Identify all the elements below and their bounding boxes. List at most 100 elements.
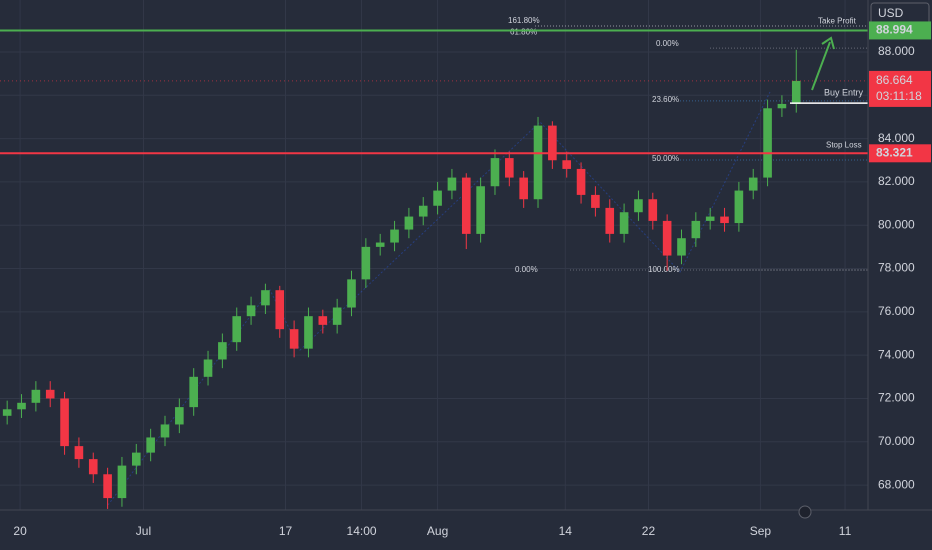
- candle-body: [734, 190, 744, 224]
- candle-body: [519, 177, 528, 200]
- level-label: Take Profit: [818, 17, 857, 26]
- candle-body: [160, 424, 170, 438]
- candle-body: [375, 242, 385, 247]
- candle-body: [246, 305, 256, 317]
- candle-body: [648, 199, 658, 221]
- candle-body: [304, 316, 313, 349]
- candle-body: [31, 389, 41, 403]
- axis-labels: 68.000 70.000 72.000 74.000 76.000 78.000 80.0…: [13, 21, 931, 538]
- level-label: Buy Entry: [824, 87, 864, 97]
- last-price: 86.664: [876, 73, 913, 87]
- candle-body: [2, 409, 12, 416]
- candle-body: [390, 229, 399, 243]
- candle-body: [605, 207, 615, 234]
- candle-body: [45, 389, 55, 399]
- plot: 161.80% 61.80% 0.00% 23.60% 50.00% 0.00% 100.0…: [0, 16, 868, 509]
- level-label: Stop Loss: [826, 140, 862, 149]
- candle-body: [175, 407, 184, 425]
- candle-body: [146, 437, 155, 453]
- candle-body: [74, 446, 84, 460]
- candle-body: [103, 474, 112, 499]
- candle-body: [261, 290, 270, 306]
- candle-body: [662, 220, 672, 256]
- y-tick-label: 74.000: [878, 347, 915, 361]
- candle-body: [117, 465, 127, 499]
- level-price: 83.321: [876, 145, 913, 159]
- x-tick-label: 20: [13, 524, 27, 538]
- candle-body: [677, 238, 686, 256]
- candle-body: [720, 216, 729, 224]
- x-tick-label: 14:00: [347, 524, 377, 538]
- y-tick-label: 68.000: [878, 477, 915, 491]
- candle-body: [505, 158, 514, 178]
- fib-label: 61.80%: [510, 28, 537, 37]
- candle-body: [60, 398, 69, 447]
- candle-body: [17, 402, 26, 410]
- x-tick-label: Sep: [750, 524, 772, 538]
- fib-label: 161.80%: [508, 16, 540, 25]
- fib-label: 0.00%: [656, 39, 679, 48]
- candle-body: [691, 220, 701, 239]
- level-price: 88.994: [876, 23, 913, 37]
- candle-body: [490, 158, 500, 187]
- candle-body: [548, 125, 557, 161]
- x-tick-label: 17: [279, 524, 293, 538]
- fib-label: 23.60%: [652, 95, 679, 104]
- y-tick-label: 76.000: [878, 304, 915, 318]
- candle-body: [634, 199, 643, 213]
- candle-body: [476, 186, 485, 234]
- candle-body: [404, 216, 414, 230]
- candle-body: [275, 290, 285, 330]
- arrow-head: [821, 36, 835, 50]
- x-tick-label: 11: [839, 524, 852, 538]
- candle-body: [131, 452, 141, 466]
- x-tick-label: 14: [559, 524, 573, 538]
- candle-body: [591, 194, 600, 208]
- candle-body: [189, 376, 198, 408]
- candle-body: [418, 205, 428, 217]
- candle-body: [777, 103, 787, 109]
- candle-body: [218, 342, 227, 360]
- y-tick-label: 80.000: [878, 217, 915, 231]
- candle-body: [705, 216, 715, 221]
- candle-body: [533, 125, 543, 200]
- y-tick-label: 82.000: [878, 174, 915, 188]
- currency: USD: [878, 6, 904, 20]
- y-tick-label: 72.000: [878, 391, 915, 405]
- y-tick-label: 84.000: [878, 131, 915, 145]
- candle-body: [748, 177, 758, 191]
- candle-body: [361, 246, 371, 280]
- fib-label: 0.00%: [515, 265, 538, 274]
- last-price-box: [869, 70, 931, 107]
- replay-icon[interactable]: [798, 505, 812, 519]
- x-tick-label: 22: [642, 524, 656, 538]
- fib-label: 50.00%: [652, 154, 679, 163]
- fib-trend-line: [107, 91, 771, 506]
- candle-body: [447, 177, 457, 191]
- candle-body: [289, 329, 299, 349]
- countdown: 03:11:18: [876, 89, 922, 103]
- candle-body: [619, 212, 629, 234]
- candle-body: [318, 316, 328, 325]
- y-tick-label: 88.000: [878, 44, 915, 58]
- candle-body: [203, 359, 213, 377]
- candle-body: [232, 316, 242, 343]
- y-tick-label: 70.000: [878, 434, 915, 448]
- candle-body: [562, 160, 572, 169]
- candle-body: [576, 168, 586, 195]
- y-tick-label: 78.000: [878, 261, 915, 275]
- candle-body: [461, 177, 471, 234]
- projection-arrow: [811, 41, 831, 91]
- candle-body: [763, 108, 772, 178]
- level-price-box: [869, 21, 931, 40]
- candle-body: [88, 459, 98, 475]
- candle-body: [791, 80, 801, 104]
- level-price-box: [869, 144, 931, 163]
- x-tick-label: Jul: [136, 524, 151, 538]
- x-tick-label: Aug: [427, 524, 448, 538]
- candle-body: [433, 190, 442, 206]
- fib-label: 100.00%: [648, 265, 680, 274]
